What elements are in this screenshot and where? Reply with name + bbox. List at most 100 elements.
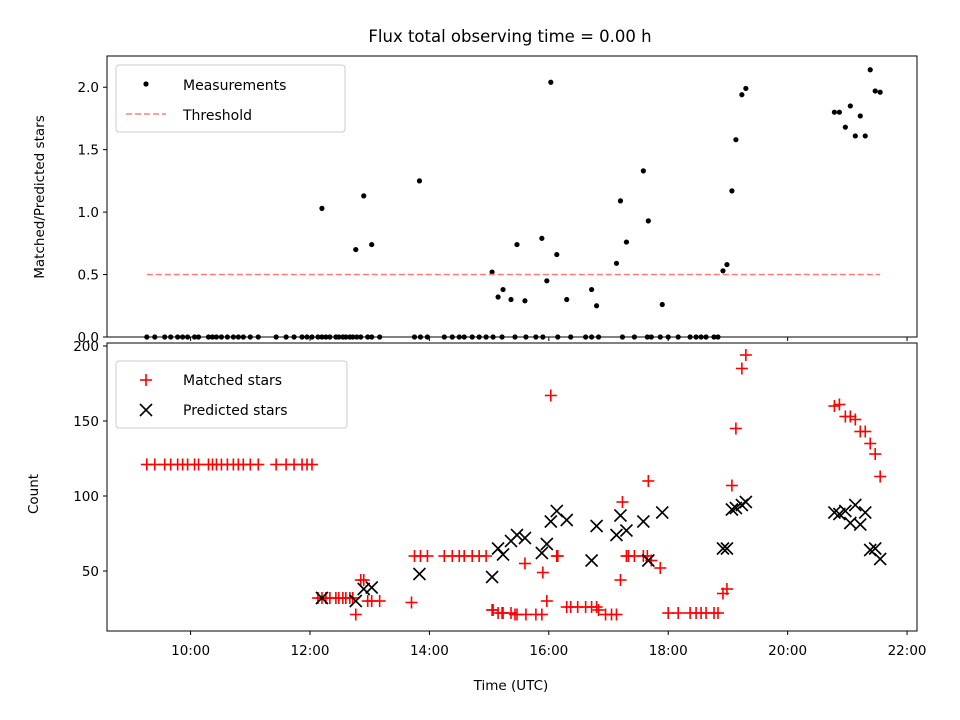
predicted-star-point bbox=[315, 591, 329, 605]
measurement-point bbox=[544, 278, 550, 284]
measurement-point bbox=[353, 246, 359, 253]
predicted-star-point bbox=[827, 505, 841, 520]
matched-star-point bbox=[725, 479, 738, 492]
measurement-point bbox=[495, 294, 501, 300]
predicted-star-point bbox=[585, 553, 599, 568]
bottom-plot-area: 50 100 150 200 10:00 12:00 14:00 16:00 18:00 20:0… bbox=[73, 339, 926, 659]
matched-star-point bbox=[592, 604, 605, 616]
measurement-point bbox=[867, 67, 873, 73]
matched-star-point bbox=[859, 425, 872, 438]
matched-star-point bbox=[349, 608, 362, 621]
x-tick-label: 14:00 bbox=[410, 643, 449, 659]
predicted-star-point bbox=[716, 541, 730, 556]
predicted-star-point bbox=[609, 528, 624, 542]
top-y-tick-label: 1.5 bbox=[78, 143, 99, 159]
measurement-point bbox=[842, 124, 848, 130]
legend-matched-label: Matched stars bbox=[183, 373, 282, 389]
predicted-star-point bbox=[535, 546, 549, 560]
measurement-point bbox=[564, 296, 570, 303]
top-axes-frame bbox=[106, 55, 918, 338]
top-y-tick-label: 0.0 bbox=[78, 330, 99, 346]
measurement-point bbox=[659, 301, 665, 308]
x-tick-label: 20:00 bbox=[768, 643, 807, 659]
legend-measurements-label: Measurements bbox=[183, 78, 286, 94]
predicted-star-point bbox=[848, 498, 862, 512]
predicted-star-point bbox=[365, 580, 379, 595]
measurement-point bbox=[589, 286, 595, 293]
bottom-y-tick-label: 200 bbox=[73, 339, 99, 355]
predicted-star-point bbox=[357, 582, 371, 596]
measurement-point bbox=[720, 268, 726, 274]
matched-star-point bbox=[373, 595, 386, 607]
top-plot-area: 0.0 0.5 1.0 1.5 2.0 bbox=[78, 67, 908, 346]
predicted-star-point bbox=[544, 514, 558, 529]
top-legend: Measurements Threshold bbox=[115, 64, 346, 133]
matched-star-point bbox=[614, 574, 627, 586]
predicted-star-point bbox=[641, 553, 655, 568]
matched-star-point bbox=[551, 550, 564, 562]
measurement-point bbox=[613, 260, 620, 266]
legend-measurements-marker bbox=[143, 81, 149, 87]
measurement-point bbox=[729, 188, 735, 194]
matched-star-point bbox=[305, 458, 318, 471]
measurement-point bbox=[862, 133, 868, 139]
measurement-point bbox=[539, 235, 545, 241]
measurement-point bbox=[743, 85, 749, 92]
predicted-star-point bbox=[560, 513, 574, 527]
matched-star-point bbox=[729, 422, 742, 435]
matched-star-point bbox=[535, 608, 548, 621]
legend-matched-marker bbox=[140, 374, 152, 386]
matched-star-point bbox=[844, 410, 857, 423]
predicted-star-point bbox=[412, 567, 427, 581]
top-y-tick-label: 1.0 bbox=[78, 205, 99, 221]
predicted-star-point bbox=[739, 495, 753, 509]
measurement-point bbox=[645, 218, 651, 224]
predicted-star-point bbox=[518, 531, 532, 545]
matched-star-point bbox=[357, 574, 370, 586]
x-tick-label: 18:00 bbox=[649, 643, 688, 659]
measurement-point bbox=[852, 133, 858, 139]
matched-star-point bbox=[480, 550, 493, 562]
predicted-star-point bbox=[858, 505, 872, 520]
predicted-star-point bbox=[720, 541, 734, 556]
measurement-point bbox=[872, 88, 878, 94]
matched-star-point bbox=[869, 448, 882, 460]
predicted-star-point bbox=[636, 514, 650, 529]
top-y-tick-label: 0.5 bbox=[78, 268, 99, 284]
matched-star-point bbox=[536, 566, 549, 579]
matched-star-point bbox=[711, 607, 724, 619]
legend-threshold-label: Threshold bbox=[182, 108, 252, 124]
legend-predicted-marker bbox=[139, 403, 153, 417]
matched-star-point bbox=[642, 475, 655, 487]
predicted-star-point bbox=[590, 519, 604, 533]
matched-star-point bbox=[487, 604, 500, 616]
measurement-point bbox=[724, 261, 730, 268]
predicted-star-point bbox=[655, 505, 669, 520]
bottom-legend: Matched stars Predicted stars bbox=[115, 360, 348, 429]
measurement-point bbox=[548, 79, 554, 85]
measurement-point bbox=[489, 269, 495, 275]
measurement-point bbox=[369, 241, 375, 248]
bottom-y-tick-label: 50 bbox=[82, 564, 99, 580]
x-tick-label: 12:00 bbox=[291, 643, 330, 659]
predicted-star-point bbox=[613, 508, 628, 523]
matched-star-point bbox=[590, 601, 603, 613]
measurement-point bbox=[733, 137, 739, 143]
matched-star-point bbox=[828, 400, 841, 412]
matched-star-point bbox=[849, 413, 862, 426]
predicted-star-point bbox=[540, 537, 554, 551]
measurement-point bbox=[640, 168, 646, 174]
chart-title: Flux total observing time = 0.00 h bbox=[368, 27, 651, 46]
matched-star-point bbox=[610, 608, 623, 621]
measurement-point bbox=[554, 251, 560, 258]
predicted-star-point bbox=[510, 528, 524, 542]
predicted-star-point bbox=[868, 541, 882, 556]
measurement-point bbox=[857, 113, 863, 119]
x-tick-label: 22:00 bbox=[888, 643, 927, 659]
top-y-axis-label: Matched/Predicted stars bbox=[32, 115, 48, 278]
x-tick-label: 10:00 bbox=[171, 643, 210, 659]
matched-star-point bbox=[421, 550, 434, 562]
measurement-point bbox=[877, 89, 883, 95]
x-tick-label: 16:00 bbox=[529, 643, 568, 659]
